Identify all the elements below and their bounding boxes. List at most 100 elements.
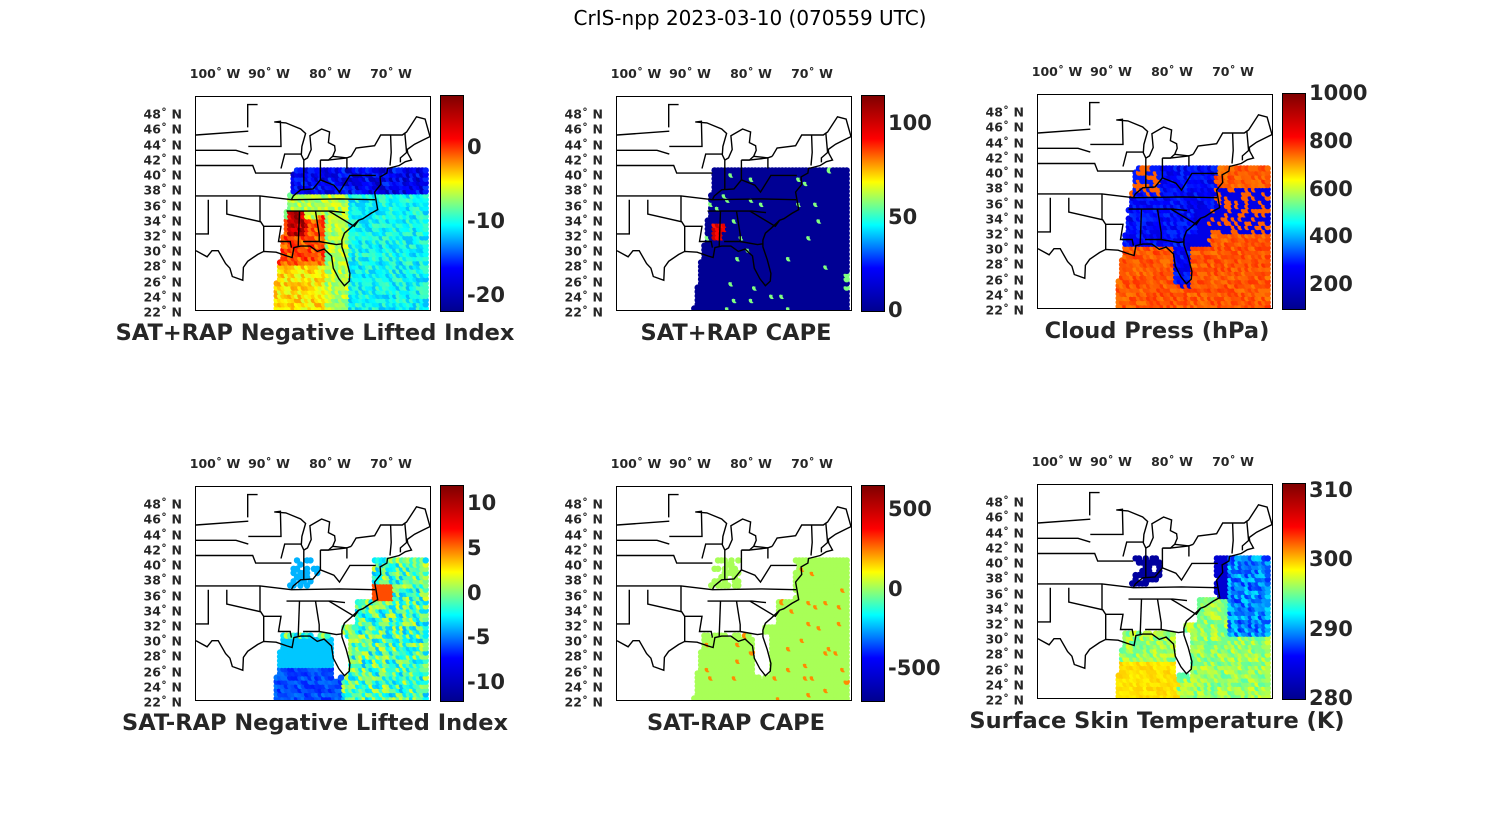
state-border: [1128, 208, 1188, 212]
latitude-tick-label: 22˚ N: [143, 304, 182, 320]
state-border: [320, 157, 347, 161]
state-border: [248, 120, 282, 148]
colorbar-tick-label: 1000: [1309, 81, 1368, 105]
latitude-tick-label: 40˚ N: [564, 167, 603, 183]
longitude-tick-label: 80˚ W: [1151, 64, 1193, 79]
longitude-tick-label: 100˚ W: [1031, 64, 1083, 79]
state-border: [1170, 208, 1202, 226]
latitude-tick-label: 44˚ N: [985, 135, 1024, 151]
latitude-tick-label: 28˚ N: [143, 258, 182, 274]
state-border: [701, 153, 723, 169]
colorbar: [861, 95, 885, 312]
latitude-tick-label: 44˚ N: [564, 137, 603, 153]
latitude-tick-label: 26˚ N: [143, 664, 182, 680]
state-border: [247, 103, 258, 128]
latitude-tick-label: 36˚ N: [985, 196, 1024, 211]
latitude-tick-label: 48˚ N: [564, 106, 603, 122]
longitude-tick-label: 90˚ W: [248, 456, 290, 471]
longitude-tick-label: 80˚ W: [730, 66, 772, 81]
state-border: [196, 130, 249, 136]
longitude-tick-label: 90˚ W: [1090, 64, 1132, 79]
state-border: [1068, 197, 1107, 250]
latitude-tick-label: 46˚ N: [143, 511, 182, 527]
latitude-tick-label: 48˚ N: [985, 104, 1024, 120]
state-border: [767, 155, 773, 169]
state-border: [810, 134, 813, 166]
longitude-tick-label: 90˚ W: [248, 66, 290, 81]
state-border: [749, 210, 781, 228]
latitude-tick-label: 28˚ N: [985, 256, 1024, 272]
latitude-tick-label: 38˚ N: [143, 572, 182, 588]
state-border: [753, 155, 768, 159]
state-border: [684, 225, 714, 248]
retrieval-points: [1115, 165, 1271, 308]
state-border: [1139, 209, 1143, 245]
longitude-axis: 100˚ W 90˚ W 80˚ W 70˚ W: [190, 456, 439, 476]
longitude-axis: 100˚ W 90˚ W 80˚ W 70˚ W: [611, 66, 860, 86]
retrieval-point: [1264, 165, 1271, 172]
latitude-tick-label: 24˚ N: [985, 287, 1024, 303]
colorbar-tick-label: 0: [467, 134, 482, 159]
latitude-tick-label: 30˚ N: [985, 241, 1024, 257]
longitude-tick-label: 80˚ W: [309, 66, 351, 81]
latitude-tick-label: 36˚ N: [564, 198, 603, 213]
latitude-tick-label: 34˚ N: [985, 211, 1024, 227]
latitude-tick-label: 36˚ N: [143, 588, 182, 603]
latitude-tick-label: 42˚ N: [985, 150, 1024, 166]
state-border: [303, 210, 320, 243]
state-border: [1038, 197, 1051, 233]
state-border: [1145, 208, 1162, 241]
latitude-tick-label: 44˚ N: [143, 137, 182, 153]
figure-title: CrIS-npp 2023-03-10 (070559 UTC): [573, 6, 927, 30]
latitude-tick-label: 24˚ N: [143, 679, 182, 695]
latitude-axis: 48˚ N 46˚ N 44˚ N 42˚ N 40˚ N 38˚ N 36˚ N 34˚ N…: [937, 94, 1032, 318]
colorbar: [440, 95, 464, 312]
state-border: [669, 120, 703, 148]
state-border: [303, 128, 336, 161]
latitude-tick-label: 34˚ N: [143, 603, 182, 619]
state-border: [718, 211, 722, 247]
latitude-tick-label: 32˚ N: [564, 228, 603, 244]
map-canvas: [1038, 101, 1272, 308]
state-border: [1090, 118, 1124, 146]
latitude-tick-label: 30˚ N: [143, 633, 182, 649]
state-border: [196, 199, 209, 235]
panel-title: SAT+RAP Negative Lifted Index: [115, 320, 515, 346]
latitude-tick-label: 22˚ N: [564, 304, 603, 320]
longitude-tick-label: 70˚ W: [370, 456, 412, 471]
state-border: [771, 115, 851, 157]
latitude-tick-label: 24˚ N: [143, 289, 182, 305]
latitude-tick-label: 28˚ N: [143, 648, 182, 664]
latitude-tick-label: 40˚ N: [985, 165, 1024, 181]
latitude-tick-label: 34˚ N: [143, 213, 182, 229]
state-border: [820, 132, 829, 163]
state-border: [1188, 153, 1194, 167]
longitude-tick-label: 70˚ W: [1212, 64, 1254, 79]
longitude-tick-label: 80˚ W: [309, 456, 351, 471]
map-canvas: [617, 103, 851, 310]
latitude-tick-label: 32˚ N: [143, 228, 182, 244]
state-border: [647, 199, 686, 252]
map-outlines: [617, 103, 851, 287]
longitude-tick-label: 70˚ W: [791, 66, 833, 81]
state-border: [617, 130, 670, 136]
longitude-tick-label: 90˚ W: [669, 66, 711, 81]
longitude-tick-label: 70˚ W: [370, 66, 412, 81]
state-border: [226, 199, 265, 252]
latitude-tick-label: 38˚ N: [143, 182, 182, 198]
state-border: [740, 240, 764, 246]
longitude-tick-label: 100˚ W: [189, 66, 241, 81]
latitude-tick-label: 32˚ N: [985, 226, 1024, 242]
state-border: [346, 155, 352, 169]
latitude-tick-label: 44˚ N: [143, 527, 182, 543]
state-border: [741, 157, 768, 161]
latitude-tick-label: 46˚ N: [564, 121, 603, 137]
latitude-tick-label: 26˚ N: [985, 272, 1024, 288]
latitude-tick-label: 42˚ N: [143, 152, 182, 168]
latitude-tick-label: 34˚ N: [564, 213, 603, 229]
state-border: [1241, 130, 1250, 161]
state-border: [275, 121, 307, 161]
latitude-tick-label: 48˚ N: [143, 496, 182, 512]
colorbar-ticks: 0 -10 -20: [467, 95, 567, 310]
state-border: [707, 210, 767, 214]
